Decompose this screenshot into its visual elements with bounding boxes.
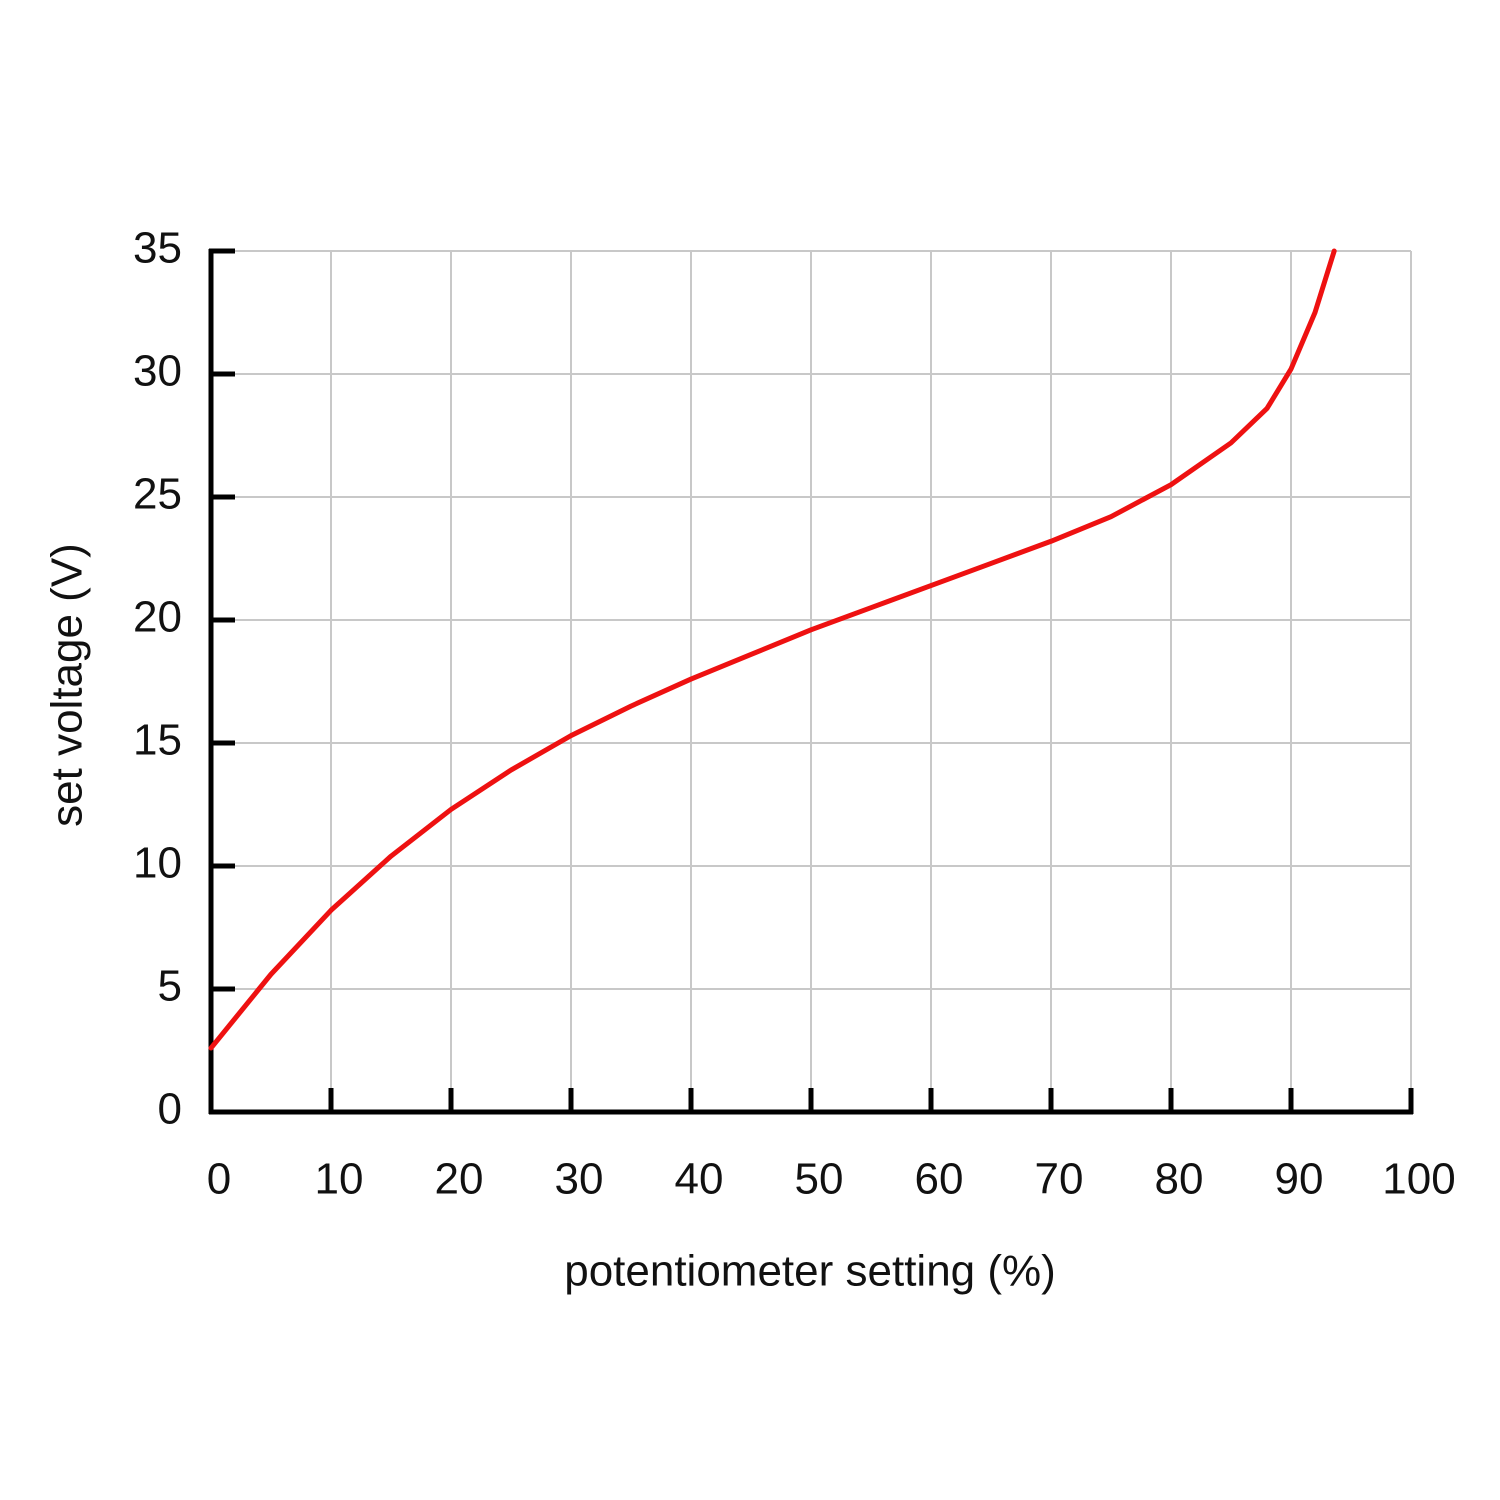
y-tick-label: 20 — [133, 593, 182, 642]
y-tick-label: 10 — [133, 839, 182, 888]
x-tick-label: 20 — [435, 1155, 484, 1204]
y-tick-label: 25 — [133, 470, 182, 519]
x-tick-label: 30 — [555, 1155, 604, 1204]
y-tick-label: 30 — [133, 347, 182, 396]
x-tick-label: 0 — [207, 1155, 231, 1204]
x-axis-label: potentiometer setting (%) — [564, 1247, 1056, 1296]
y-tick-label: 5 — [158, 962, 182, 1011]
x-tick-label: 50 — [795, 1155, 844, 1204]
x-tick-label: 10 — [315, 1155, 364, 1204]
x-tick-label: 60 — [915, 1155, 964, 1204]
x-tick-label: 70 — [1035, 1155, 1084, 1204]
y-axis-label: set voltage (V) — [43, 543, 92, 827]
data-line — [208, 248, 1337, 1051]
y-tick-label: 15 — [133, 716, 182, 765]
x-tick-label: 80 — [1155, 1155, 1204, 1204]
x-tick-label: 90 — [1275, 1155, 1324, 1204]
y-tick-label: 0 — [158, 1085, 182, 1134]
y-tick-label: 35 — [133, 224, 182, 273]
x-tick-label: 40 — [675, 1155, 724, 1204]
x-tick-label: 100 — [1382, 1155, 1455, 1204]
